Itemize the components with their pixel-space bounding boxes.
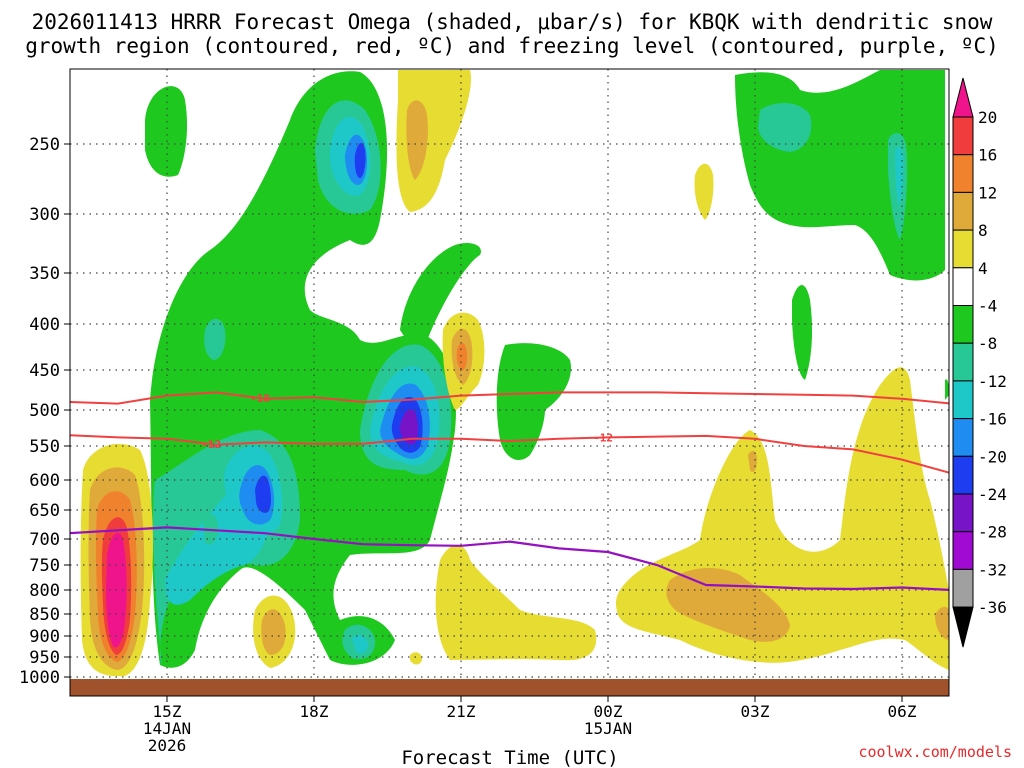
omega-region [352,634,368,654]
colorbar-segment [952,154,974,193]
y-tick-label: 700 [29,530,60,550]
x-tick-label: 06Z [888,702,917,721]
omega-region [456,342,468,371]
y-tick-label: 250 [29,135,60,155]
terrain-ground [70,679,949,696]
x-axis-label: Forecast Time (UTC) [401,747,618,768]
x-tick-label: 21Z [447,702,476,721]
omega-region [255,475,271,513]
contour-label: -12 [593,432,613,445]
y-axis: 2503003504004505005506006507007508008509… [19,135,70,688]
y-tick-label: 350 [29,264,60,284]
x-tick-label: 2026 [148,736,187,755]
y-tick-label: 900 [29,627,60,647]
y-tick-label: 750 [29,556,60,576]
y-tick-label: 1000 [19,668,60,688]
colorbar: 20 16 12 8 4 -4 -8 -12 -16 -20 -24 -28 -32 -36 [952,77,1007,648]
y-tick-label: 300 [29,205,60,225]
colorbar-label: -36 [978,598,1007,617]
x-tick-label: 14JAN [143,719,191,738]
omega-region [354,143,366,178]
colorbar-label: 16 [978,146,997,165]
y-tick-label: 600 [29,471,60,491]
contour-lines [70,391,949,591]
colorbar-label: 12 [978,183,997,202]
y-tick-label: 400 [29,315,60,335]
y-tick-label: 800 [29,581,60,601]
colorbar-top-triangle [952,77,974,118]
x-tick-label: 18Z [300,702,329,721]
x-tick-label: 03Z [741,702,770,721]
contour-label: -12 [201,438,221,451]
colorbar-label: -20 [978,447,1007,466]
omega-region [792,285,813,380]
colorbar-label: 4 [978,259,988,278]
y-tick-label: 450 [29,361,60,381]
contour-label: -18 [250,392,270,405]
colorbar-segment [952,418,974,457]
x-tick-label: 00Z [594,702,623,721]
chart-title-line2: growth region (contoured, red, ºC) and f… [25,34,999,58]
y-tick-label: 850 [29,605,60,625]
colorbar-label: -4 [978,297,997,316]
chart-title-line1: 2026011413 HRRR Forecast Omega (shaded, … [32,10,993,34]
colorbar-segment [952,493,974,533]
colorbar-segment [952,267,974,306]
omega-region [935,606,949,640]
colorbar-label: -12 [978,372,1007,391]
colorbar-segment [952,455,974,495]
omega-shading [80,70,949,677]
colorbar-label: -24 [978,485,1007,504]
y-tick-label: 650 [29,501,60,521]
plot-area: -18 -12 -12 [70,69,949,696]
colorbar-segment [952,229,974,269]
dgz-contour--18 [70,391,949,405]
colorbar-label: -32 [978,560,1007,579]
colorbar-segment [952,116,974,156]
colorbar-segment [952,531,974,570]
omega-region [261,609,286,655]
colorbar-segment [952,191,974,231]
omega-region [496,343,571,460]
grid-lines [70,69,949,696]
omega-region [895,147,904,205]
colorbar-segment [952,305,974,344]
credit-text: coolwx.com/models [858,743,1012,761]
omega-region [145,86,188,177]
omega-region [204,318,226,360]
contour-labels: -18 -12 -12 [201,392,613,451]
omega-region [410,652,422,665]
omega-region [399,409,418,445]
plot-frame [69,68,950,697]
colorbar-label: -28 [978,523,1007,542]
y-tick-label: 500 [29,401,60,421]
x-tick-label: 15Z [153,702,182,721]
x-tick-label: 15JAN [584,719,632,738]
y-tick-label: 950 [29,648,60,668]
colorbar-label: 8 [978,221,988,240]
colorbar-label: -8 [978,334,997,353]
y-tick-label: 550 [29,437,60,457]
omega-region [758,103,812,152]
dgz-contour--12 [70,434,949,474]
omega-region [666,568,790,642]
freezing-level-contour [70,526,949,591]
omega-region [406,100,428,180]
colorbar-label: 20 [978,108,997,127]
colorbar-segment [952,568,974,608]
colorbar-segment [952,342,974,382]
omega-region [694,163,714,220]
colorbar-bottom-triangle [952,606,974,648]
omega-region [945,379,949,400]
omega-region [435,545,597,661]
colorbar-label: -16 [978,410,1007,429]
omega-region [400,243,481,360]
colorbar-segment [952,380,974,420]
